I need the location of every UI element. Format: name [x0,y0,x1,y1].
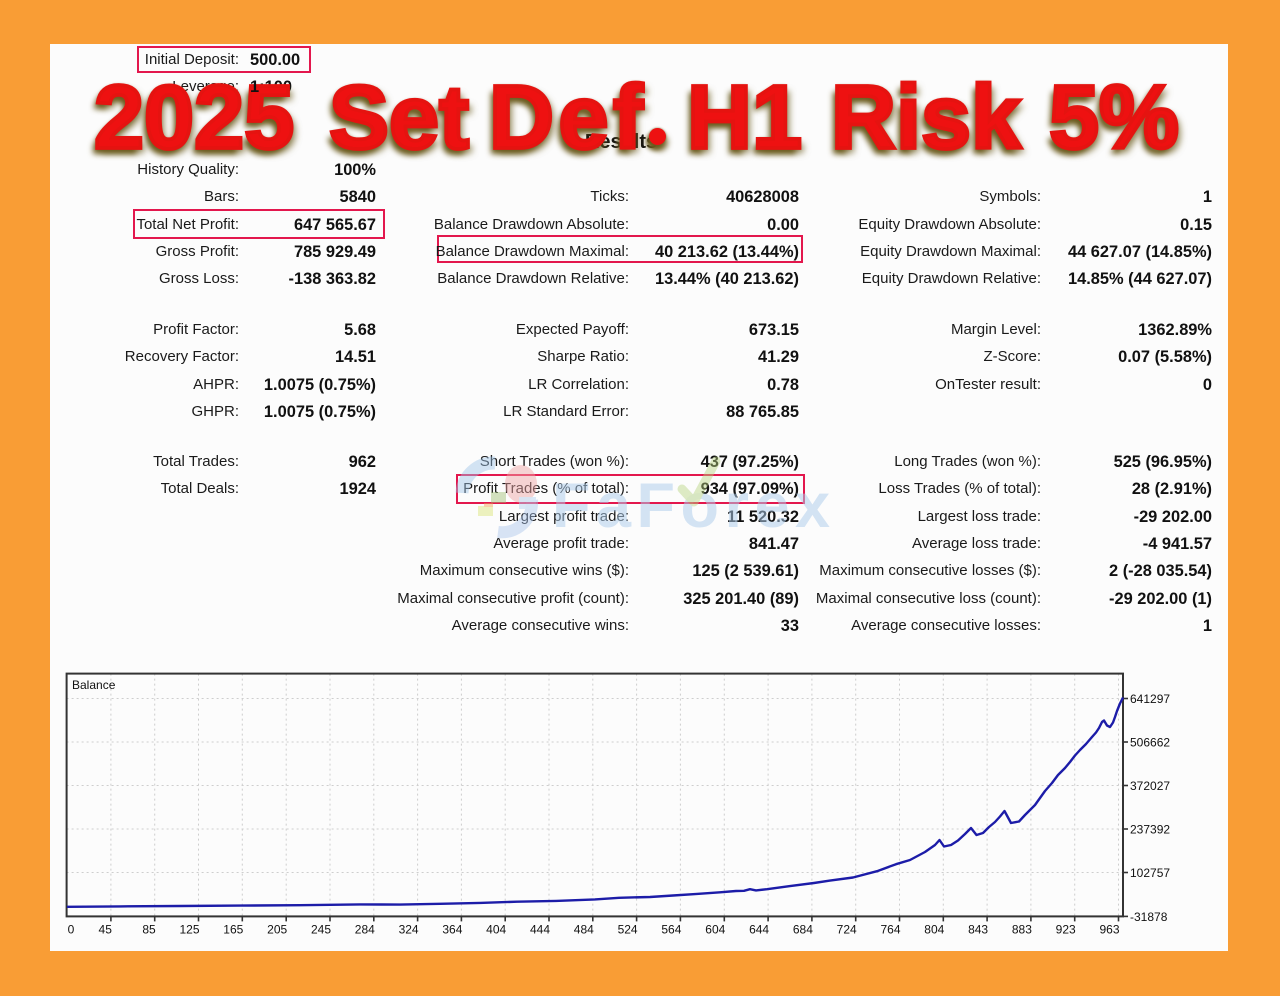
svg-text:684: 684 [793,923,813,937]
svg-text:245: 245 [311,923,331,937]
svg-text:364: 364 [442,923,462,937]
svg-text:85: 85 [142,923,156,937]
svg-text:0: 0 [68,923,75,937]
svg-text:923: 923 [1056,923,1076,937]
svg-text:963: 963 [1099,923,1119,937]
svg-text:Balance: Balance [72,678,116,692]
svg-text:604: 604 [705,923,725,937]
svg-text:843: 843 [968,923,988,937]
svg-text:484: 484 [574,923,594,937]
svg-text:724: 724 [837,923,857,937]
svg-text:404: 404 [486,923,506,937]
svg-text:883: 883 [1012,923,1032,937]
svg-text:564: 564 [661,923,681,937]
svg-text:-31878: -31878 [1130,910,1168,924]
svg-text:102757: 102757 [1130,866,1170,880]
svg-text:324: 324 [399,923,419,937]
svg-text:641297: 641297 [1130,692,1170,706]
svg-text:165: 165 [223,923,243,937]
svg-text:284: 284 [355,923,375,937]
svg-text:506662: 506662 [1130,736,1170,750]
svg-text:764: 764 [880,923,900,937]
svg-text:372027: 372027 [1130,779,1170,793]
svg-text:205: 205 [267,923,287,937]
svg-text:644: 644 [749,923,769,937]
svg-text:125: 125 [179,923,199,937]
svg-text:237392: 237392 [1130,823,1170,837]
svg-text:45: 45 [99,923,113,937]
svg-text:804: 804 [924,923,944,937]
svg-text:524: 524 [618,923,638,937]
svg-text:444: 444 [530,923,550,937]
